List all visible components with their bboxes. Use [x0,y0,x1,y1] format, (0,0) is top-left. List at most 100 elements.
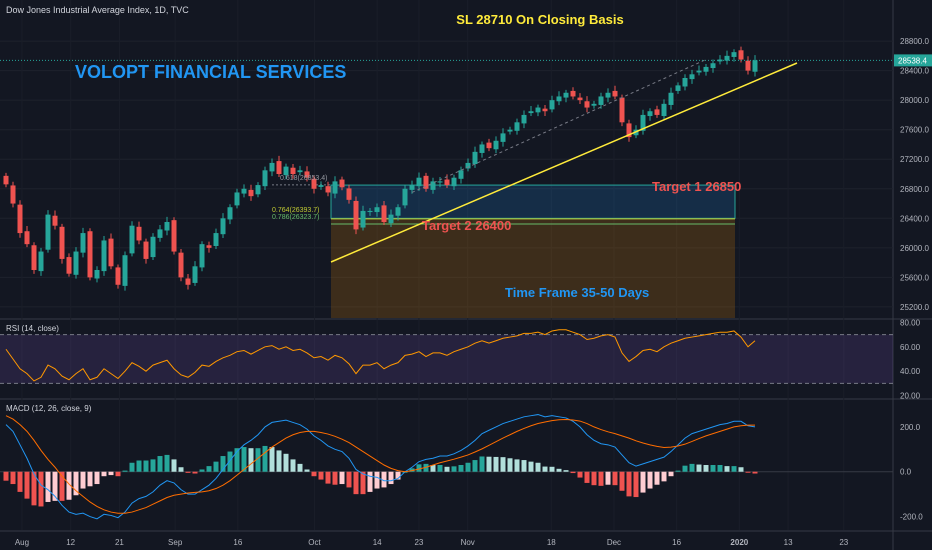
price-tick-label: 26000.0 [900,244,929,253]
macd-histogram-bar [528,461,534,472]
macd-histogram-bar [157,456,163,472]
macd-histogram-bar [164,454,170,472]
macd-histogram-bar [73,471,79,496]
macd-histogram-bar [444,466,450,472]
macd-histogram-bar [52,471,58,501]
macd-histogram-bar [696,464,702,472]
macd-histogram-bar [101,471,107,477]
macd-histogram-bar [255,448,261,472]
candle-body [591,103,597,106]
macd-histogram-bar [17,471,23,492]
time-tick-label: Sep [168,538,183,547]
candle-body [136,226,142,241]
time-tick-label: Oct [308,538,321,547]
candle-body [451,177,457,187]
macd-histogram-bar [66,471,72,500]
macd-histogram-bar [283,453,289,472]
candle-body [752,60,758,72]
candle-body [290,167,296,174]
candle-body [87,231,93,278]
time-tick-label: 14 [373,538,382,547]
candle-body [3,175,9,185]
macd-histogram-bar [703,465,709,472]
macd-histogram-bar [479,456,485,472]
macd-histogram-bar [31,471,37,506]
candle-body [339,179,345,188]
macd-histogram-bar [143,460,149,472]
macd-histogram-bar [668,471,674,477]
candle-body [416,177,422,187]
candle-body [297,170,303,173]
macd-histogram-bar [612,471,618,486]
macd-histogram-bar [241,447,247,472]
candle-body [269,162,275,172]
candle-body [612,90,618,97]
candle-body [521,114,527,124]
macd-histogram-bar [290,459,296,472]
rsi-pane [0,329,893,384]
macd-histogram-bar [584,471,590,483]
candle-body [353,200,359,230]
macd-histogram-bar [416,464,422,472]
macd-histogram-bar [87,471,93,487]
time-tick-label: 13 [784,538,793,547]
candle-body [17,204,23,234]
candle-body [157,229,163,238]
candle-body [395,207,401,216]
macd-histogram-bar [647,471,653,489]
candle-body [311,178,317,189]
dashed-guide [411,59,707,193]
candle-body [59,226,65,259]
candle-body [605,92,611,98]
macd-histogram-bar [192,471,198,474]
macd-histogram-bar [150,459,156,472]
candle-body [80,233,86,253]
macd-histogram-bar [451,466,457,472]
macd-histogram-bar [738,467,744,472]
candle-body [507,129,513,132]
price-axis[interactable]: 28800.0 28400.0 28000.0 27600.0 27200.0 26800… [894,37,932,522]
chart-title: Dow Jones Industrial Average Index, 1D, … [6,5,189,15]
macd-histogram-bar [94,471,100,485]
candle-body [500,133,506,142]
candle-body [479,144,485,153]
candle-body [94,270,100,279]
candle-body [675,85,681,91]
macd-histogram-bar [339,471,345,485]
macd-histogram-bar [206,466,212,472]
time-tick-label: 16 [672,538,681,547]
candle-body [493,140,499,150]
candle-body [402,188,408,206]
macd-histogram-bar [346,471,352,488]
candle-body [703,66,709,72]
macd-histogram-bar [304,469,310,472]
macd-histogram-bar [318,471,324,480]
rsi-tick-label: 40.00 [900,367,921,376]
candle-body [332,181,338,194]
time-axis[interactable]: Aug 12 21 Sep 16 Oct 14 23 Nov 18 Dec 16 2020 13 23 [15,538,849,547]
drawing-overlays [0,59,893,263]
last-price-label: 28538.4 [898,56,927,65]
macd-histogram-bar [171,459,177,472]
macd-histogram-bar [640,471,646,493]
time-frame-label: Time Frame 35-50 Days [505,285,649,300]
macd-histogram-bar [570,471,576,474]
candle-body [738,50,744,60]
candle-body [185,278,191,285]
candle-body [101,240,107,272]
rsi-title: RSI (14, close) [6,324,59,333]
time-tick-label: 21 [115,538,124,547]
macd-line [5,414,756,520]
candle-body [171,220,177,252]
macd-histogram-bar [724,466,730,472]
candle-body [31,245,37,270]
macd-histogram-bar [710,465,716,472]
macd-histogram-bar [626,471,632,497]
fib-level-0786: 0.786(26323.7) [272,214,319,221]
candle-body [276,161,282,174]
candle-body [430,181,436,190]
macd-histogram-bar [514,459,520,472]
trendline [330,62,798,263]
macd-histogram-bar [654,471,660,485]
candle-body [381,205,387,222]
